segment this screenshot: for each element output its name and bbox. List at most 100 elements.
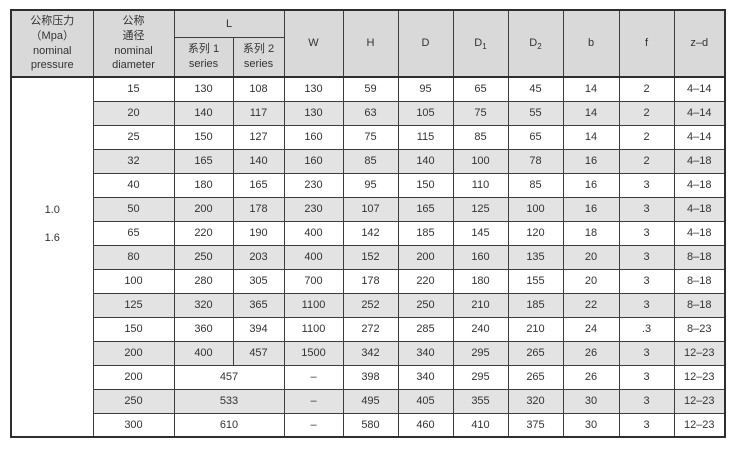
- cell-l-series2: 140: [232, 148, 285, 174]
- cell-d2: 45: [507, 76, 564, 102]
- cell-d2: 100: [507, 196, 564, 222]
- cell-d1: 145: [452, 220, 509, 246]
- cell-d2: 185: [507, 292, 564, 318]
- cell-w: 1500: [283, 340, 344, 366]
- cell-d1: 295: [452, 364, 509, 390]
- table-row: 80 250 203 400 152 200 160 135 20 3 8–18: [11, 244, 726, 270]
- cell-zd: 4–14: [673, 76, 726, 102]
- cell-h: 495: [342, 388, 399, 414]
- cell-w: –: [283, 364, 344, 390]
- cell-w: 400: [283, 244, 344, 270]
- cell-d: 285: [397, 316, 454, 342]
- cell-w: –: [283, 412, 344, 438]
- cell-nominal-diameter: 200: [92, 364, 175, 390]
- cell-f: 3: [618, 388, 675, 414]
- cell-b: 20: [562, 268, 620, 294]
- table-header: 公称压力 （Mpa） nominal pressure 公称 通径 nomina…: [10, 9, 726, 78]
- cell-d: 405: [397, 388, 454, 414]
- cell-w: 230: [283, 172, 344, 198]
- cell-zd: 4–18: [673, 148, 726, 174]
- cell-l-series1: 130: [173, 76, 234, 102]
- table-row: 40 180 165 230 95 150 110 85 16 3 4–18: [11, 172, 726, 198]
- cell-l-series1: 200: [173, 196, 234, 222]
- f-column-header: f: [618, 9, 675, 78]
- diameter-header-line: diameter: [112, 59, 155, 72]
- pressure-header-line: pressure: [30, 59, 74, 72]
- cell-l-series2: 365: [232, 292, 285, 318]
- cell-d: 460: [397, 412, 454, 438]
- cell-nominal-diameter: 20: [92, 100, 175, 126]
- cell-nominal-diameter: 15: [92, 76, 175, 102]
- cell-d: 105: [397, 100, 454, 126]
- cell-f: 2: [618, 124, 675, 150]
- cell-w: 160: [283, 124, 344, 150]
- series-1-header: 系列 1 series: [173, 36, 234, 78]
- cell-d2: 120: [507, 220, 564, 246]
- cell-w: 1100: [283, 316, 344, 342]
- cell-b: 22: [562, 292, 620, 318]
- cell-b: 14: [562, 100, 620, 126]
- table-row: 20 140 117 130 63 105 75 55 14 2 4–14: [11, 100, 726, 126]
- cell-f: 3: [618, 292, 675, 318]
- cell-d2: 78: [507, 148, 564, 174]
- cell-d2: 375: [507, 412, 564, 438]
- cell-l-series2: 305: [232, 268, 285, 294]
- cell-zd: 12–23: [673, 388, 726, 414]
- cell-l-series1: 250: [173, 244, 234, 270]
- cell-d1: 240: [452, 316, 509, 342]
- table-row: 32 165 140 160 85 140 100 78 16 2 4–18: [11, 148, 726, 174]
- pressure-column-header: 公称压力 （Mpa） nominal pressure: [10, 9, 94, 78]
- cell-nominal-diameter: 32: [92, 148, 175, 174]
- cell-h: 580: [342, 412, 399, 438]
- cell-f: 3: [618, 244, 675, 270]
- cell-b: 26: [562, 364, 620, 390]
- table-row: 150 360 394 1100 272 285 240 210 24.3 8–23: [11, 316, 726, 342]
- pressure-value: 1.6: [44, 232, 60, 244]
- cell-f: 2: [618, 148, 675, 174]
- table-row: 100 280 305 700 178 220 180 155 20 3 8–18: [11, 268, 726, 294]
- cell-d1: 100: [452, 148, 509, 174]
- cell-h: 178: [342, 268, 399, 294]
- cell-w: –: [283, 388, 344, 414]
- cell-d2: 85: [507, 172, 564, 198]
- cell-l-series2: 108: [232, 76, 285, 102]
- cell-b: 24: [562, 316, 620, 342]
- cell-nominal-diameter: 150: [92, 316, 175, 342]
- cell-l-series1: 165: [173, 148, 234, 174]
- cell-d1: 85: [452, 124, 509, 150]
- cell-nominal-diameter: 250: [92, 388, 175, 414]
- cell-b: 16: [562, 172, 620, 198]
- table-row: 250 533–495 405 355 320 30 3 12–23: [11, 388, 726, 414]
- cell-l-series1: 140: [173, 100, 234, 126]
- cell-d1: 180: [452, 268, 509, 294]
- b-column-header: b: [562, 9, 620, 78]
- cell-w: 130: [283, 100, 344, 126]
- cell-l-series2: 203: [232, 244, 285, 270]
- cell-d1: 75: [452, 100, 509, 126]
- cell-b: 14: [562, 76, 620, 102]
- cell-f: 3: [618, 220, 675, 246]
- pressure-value: 1.0: [44, 203, 60, 216]
- cell-l-merged: 610: [173, 412, 285, 438]
- w-column-header: W: [283, 9, 344, 78]
- cell-d2: 135: [507, 244, 564, 270]
- pressure-values-cell: 1.0 1.6: [10, 76, 94, 438]
- cell-l-series1: 280: [173, 268, 234, 294]
- cell-d: 200: [397, 244, 454, 270]
- cell-l-series2: 178: [232, 196, 285, 222]
- cell-h: 95: [342, 172, 399, 198]
- dimension-table-container: 公称压力 （Mpa） nominal pressure 公称 通径 nomina…: [10, 9, 726, 438]
- cell-zd: 4–18: [673, 196, 726, 222]
- cell-h: 75: [342, 124, 399, 150]
- cell-d: 115: [397, 124, 454, 150]
- cell-nominal-diameter: 200: [92, 340, 175, 366]
- cell-d2: 265: [507, 364, 564, 390]
- cell-d1: 110: [452, 172, 509, 198]
- cell-zd: 8–18: [673, 292, 726, 318]
- cell-b: 14: [562, 124, 620, 150]
- cell-zd: 12–23: [673, 340, 726, 366]
- diameter-column-header: 公称 通径 nominal diameter: [92, 9, 175, 78]
- cell-l-series1: 320: [173, 292, 234, 318]
- l-column-header: L: [173, 9, 285, 38]
- cell-l-series2: 165: [232, 172, 285, 198]
